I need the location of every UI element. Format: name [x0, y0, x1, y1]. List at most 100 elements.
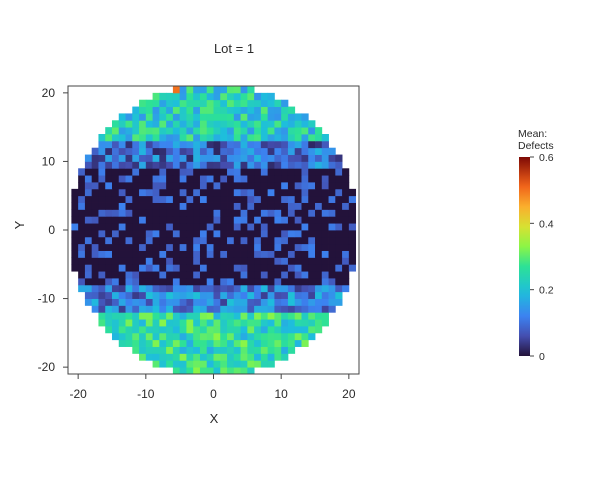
heatmap-cell: [274, 202, 282, 210]
heatmap-cell: [267, 243, 275, 251]
heatmap-cell: [328, 147, 336, 155]
heatmap-cell: [139, 134, 147, 142]
heatmap-cell: [247, 271, 255, 279]
heatmap-cell: [193, 195, 201, 203]
heatmap-cell: [274, 161, 282, 169]
heatmap-cell: [267, 319, 275, 327]
heatmap-cell: [98, 161, 106, 169]
heatmap-cell: [159, 216, 167, 224]
heatmap-cell: [227, 353, 235, 361]
heatmap-cell: [233, 278, 241, 286]
heatmap-cell: [179, 298, 187, 306]
heatmap-cell: [247, 305, 255, 313]
heatmap-cell: [132, 216, 140, 224]
heatmap-cell: [139, 243, 147, 251]
heatmap-cell: [321, 209, 329, 217]
heatmap-cell: [172, 284, 181, 293]
heatmap-cell: [260, 319, 269, 327]
heatmap-cell: [125, 134, 133, 142]
heatmap-cell: [240, 188, 248, 197]
heatmap-cell: [240, 353, 248, 361]
heatmap-cell: [111, 140, 120, 149]
heatmap-cell: [166, 284, 174, 293]
heatmap-cell: [193, 278, 201, 286]
heatmap-cell: [240, 360, 248, 368]
heatmap-cell: [315, 223, 323, 231]
heatmap-cell: [159, 113, 167, 121]
heatmap-cell: [227, 236, 235, 245]
heatmap-cell: [335, 188, 343, 197]
heatmap-cell: [342, 271, 350, 279]
heatmap-cell: [213, 278, 221, 286]
heatmap-cell: [274, 134, 282, 142]
heatmap-cell: [145, 312, 153, 320]
heatmap-cell: [247, 339, 255, 347]
heatmap-cell: [274, 230, 282, 238]
heatmap-cell: [213, 120, 221, 128]
heatmap-cell: [267, 284, 275, 293]
heatmap-cell: [91, 284, 99, 293]
heatmap-cell: [98, 168, 106, 176]
heatmap-cell: [118, 195, 126, 203]
heatmap-cell: [287, 175, 296, 183]
heatmap-cell: [328, 195, 336, 203]
heatmap-cell: [118, 175, 126, 183]
heatmap-cell: [220, 257, 228, 265]
heatmap-cell: [267, 209, 275, 217]
heatmap-cell: [172, 216, 181, 224]
heatmap-cell: [206, 271, 214, 279]
heatmap-cell: [98, 175, 106, 183]
heatmap-cell: [78, 278, 86, 286]
heatmap-cell: [206, 154, 214, 162]
heatmap-cell: [220, 209, 228, 217]
heatmap-cell: [152, 230, 160, 238]
heatmap-cell: [315, 264, 323, 272]
heatmap-cell: [172, 339, 181, 347]
heatmap-cell: [193, 271, 201, 279]
heatmap-cell: [111, 209, 120, 217]
heatmap-cell: [111, 257, 120, 265]
heatmap-cell: [294, 284, 302, 293]
heatmap-cell: [125, 243, 133, 251]
heatmap-cell: [179, 216, 187, 224]
heatmap-cell: [233, 120, 241, 128]
heatmap-cell: [98, 147, 106, 155]
heatmap-cell: [267, 113, 275, 121]
heatmap-cell: [233, 223, 241, 231]
heatmap-cell: [132, 236, 140, 245]
heatmap-cell: [98, 209, 106, 217]
heatmap-cell: [274, 188, 282, 197]
heatmap-cell: [139, 264, 147, 272]
heatmap-cell: [132, 140, 140, 149]
heatmap-cell: [145, 264, 153, 272]
heatmap-cell: [172, 319, 181, 327]
heatmap-cell: [254, 319, 262, 327]
heatmap-cell: [206, 168, 214, 176]
heatmap-cell: [247, 154, 255, 162]
heatmap-cell: [159, 339, 167, 347]
heatmap-cell: [254, 339, 262, 347]
heatmap-cell: [71, 264, 79, 272]
heatmap-cell: [125, 332, 133, 341]
heatmap-cell: [105, 257, 113, 265]
heatmap-cell: [335, 236, 343, 245]
heatmap-cell: [315, 298, 323, 306]
heatmap-cell: [267, 175, 275, 183]
heatmap-cell: [179, 264, 187, 272]
heatmap-cell: [91, 230, 99, 238]
heatmap-cell: [91, 291, 99, 299]
heatmap-cell: [233, 326, 241, 334]
heatmap-cell: [179, 106, 187, 114]
heatmap-cell: [118, 216, 126, 224]
heatmap-cell: [267, 120, 275, 128]
heatmap-cell: [132, 223, 140, 231]
heatmap-cell: [186, 209, 194, 217]
heatmap-cell: [233, 168, 241, 176]
heatmap-cell: [166, 264, 174, 272]
heatmap-cell: [227, 326, 235, 334]
heatmap-cell: [193, 113, 201, 121]
heatmap-cell: [105, 140, 113, 149]
heatmap-cell: [287, 230, 296, 238]
heatmap-cell: [267, 360, 275, 368]
heatmap-cell: [105, 195, 113, 203]
